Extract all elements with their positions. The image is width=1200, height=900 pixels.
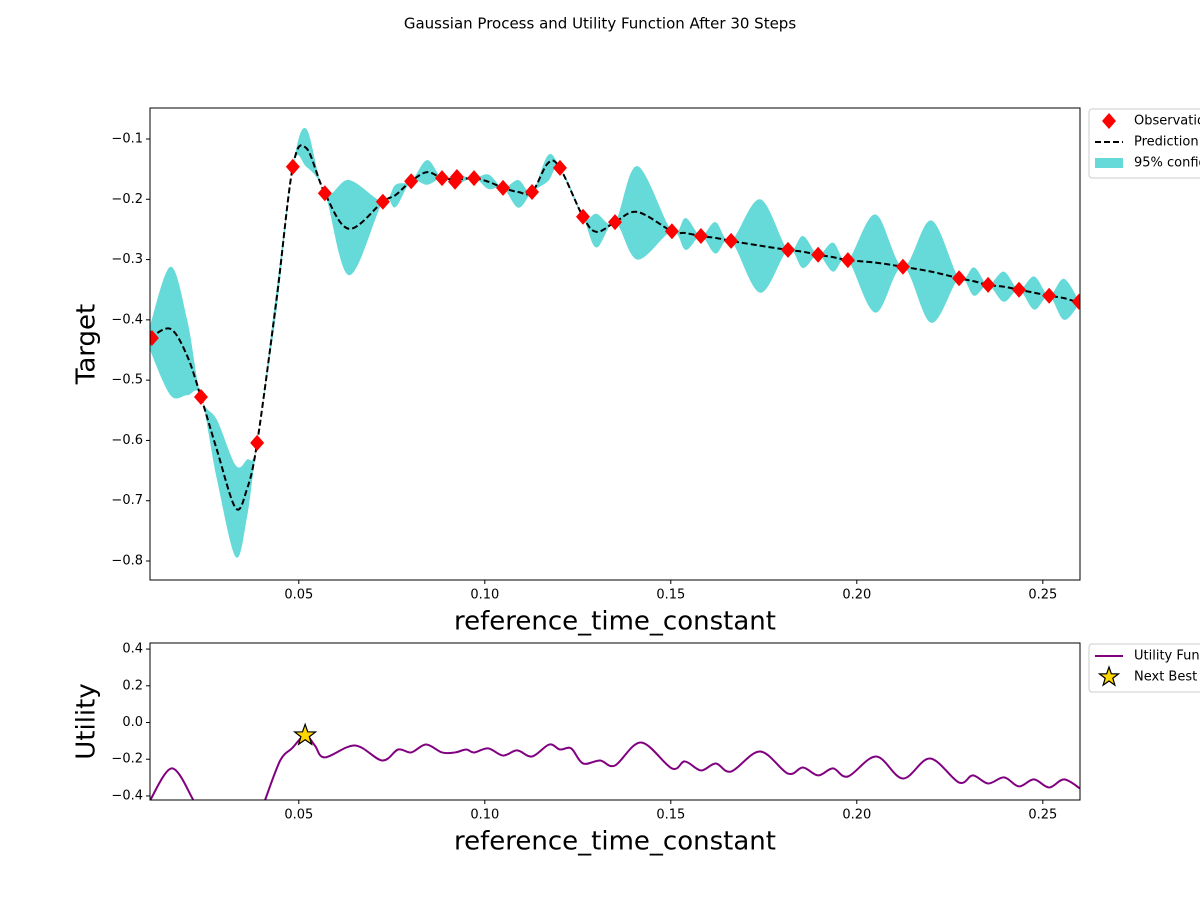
y-tick-label: −0.7 bbox=[111, 493, 143, 508]
diamond-marker bbox=[811, 246, 826, 263]
legend-star bbox=[1097, 665, 1121, 687]
legend-label: Observations bbox=[1134, 114, 1200, 129]
y-axis-label: Utility bbox=[72, 683, 102, 759]
diamond-marker bbox=[693, 228, 708, 245]
diamond-marker bbox=[375, 193, 390, 210]
y-tick-label: −0.2 bbox=[111, 752, 143, 767]
diamond-marker bbox=[150, 329, 159, 346]
x-tick-label: 0.05 bbox=[284, 588, 313, 603]
diamond-marker bbox=[780, 241, 795, 258]
x-tick-label: 0.05 bbox=[284, 808, 313, 823]
figure-title: Gaussian Process and Utility Function Af… bbox=[404, 15, 796, 33]
y-tick-label: −0.4 bbox=[111, 788, 143, 803]
diamond-marker bbox=[250, 434, 265, 451]
x-tick-label: 0.25 bbox=[1028, 808, 1057, 823]
line bbox=[150, 144, 1080, 511]
legend-label: Next Best Guess bbox=[1134, 670, 1200, 685]
y-tick-label: −0.8 bbox=[111, 554, 143, 569]
y-tick-label: −0.4 bbox=[111, 312, 143, 327]
x-tick-label: 0.15 bbox=[656, 808, 685, 823]
diamond-marker bbox=[608, 214, 622, 231]
diamond-marker bbox=[1011, 281, 1026, 298]
diamond-marker bbox=[193, 389, 208, 406]
diamond-marker bbox=[952, 270, 967, 287]
y-tick-label: 0.0 bbox=[122, 715, 143, 730]
diamond-marker bbox=[552, 159, 567, 176]
diamond-marker bbox=[467, 170, 482, 187]
diamond-marker bbox=[724, 232, 739, 249]
diamond-marker bbox=[496, 179, 511, 196]
diamond-marker bbox=[576, 208, 591, 225]
y-axis-label: Target bbox=[72, 304, 102, 385]
diamond-marker bbox=[840, 252, 855, 269]
x-axis-label: reference_time_constant bbox=[454, 827, 776, 857]
line bbox=[150, 734, 1080, 800]
diamond-marker bbox=[525, 184, 540, 201]
diamond-marker bbox=[1042, 287, 1057, 304]
x-tick-label: 0.10 bbox=[470, 588, 499, 603]
y-tick-label: −0.1 bbox=[111, 131, 143, 146]
diamond-marker bbox=[317, 185, 332, 202]
diamond-marker bbox=[404, 173, 419, 190]
x-axis-label: reference_time_constant bbox=[454, 607, 776, 637]
x-tick-label: 0.20 bbox=[842, 588, 871, 603]
diamond-marker bbox=[895, 258, 910, 275]
diamond-marker bbox=[664, 223, 679, 240]
x-tick-label: 0.15 bbox=[656, 588, 685, 603]
diamond-marker bbox=[981, 276, 996, 293]
y-tick-label: −0.2 bbox=[111, 192, 143, 207]
x-tick-label: 0.25 bbox=[1028, 588, 1057, 603]
legend-label: Prediction bbox=[1134, 135, 1199, 150]
diamond-marker bbox=[449, 168, 464, 185]
y-tick-label: 0.2 bbox=[122, 678, 143, 693]
axes-frame bbox=[149, 107, 1081, 581]
legend-diamond bbox=[1102, 113, 1116, 129]
legend-label: Utility Function bbox=[1134, 649, 1200, 664]
confidence-band bbox=[150, 127, 1080, 558]
x-tick-label: 0.20 bbox=[842, 808, 871, 823]
y-tick-label: −0.3 bbox=[111, 252, 143, 267]
diamond-marker bbox=[1071, 293, 1080, 310]
legend-swatch bbox=[1095, 158, 1123, 168]
plot-area bbox=[150, 127, 1080, 558]
axes-frame bbox=[149, 642, 1081, 801]
y-tick-label: 0.4 bbox=[122, 642, 143, 657]
y-tick-label: −0.6 bbox=[111, 433, 143, 448]
x-tick-label: 0.10 bbox=[470, 808, 499, 823]
star-marker bbox=[292, 722, 318, 746]
diamond-marker bbox=[435, 170, 450, 187]
diamond-marker bbox=[285, 158, 300, 175]
legend-label: 95% confidence interval bbox=[1134, 156, 1200, 171]
y-tick-label: −0.5 bbox=[111, 373, 143, 388]
plot-area bbox=[150, 734, 1080, 800]
